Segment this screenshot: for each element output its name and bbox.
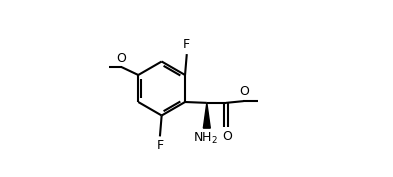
Polygon shape xyxy=(203,103,210,128)
Text: F: F xyxy=(183,38,190,52)
Text: F: F xyxy=(156,139,163,152)
Text: NH$_2$: NH$_2$ xyxy=(193,131,218,146)
Text: O: O xyxy=(222,130,232,143)
Text: O: O xyxy=(239,85,249,98)
Text: O: O xyxy=(116,52,126,65)
